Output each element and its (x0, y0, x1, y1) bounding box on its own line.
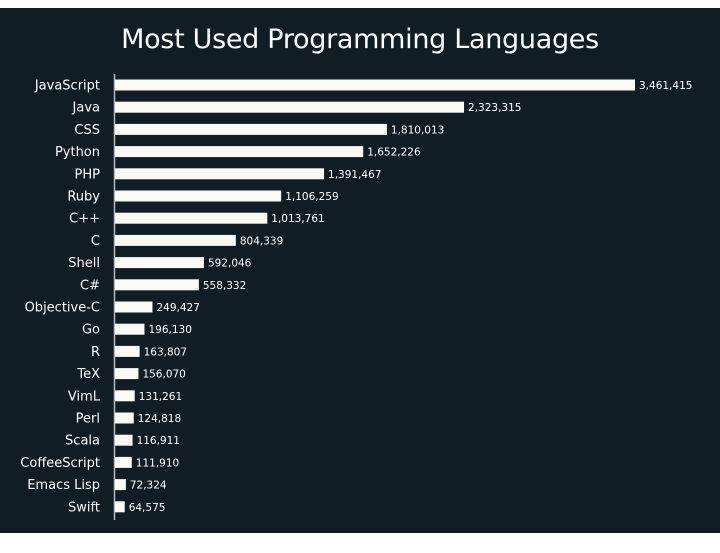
value-label: 196,130 (148, 324, 191, 336)
bar (115, 501, 125, 513)
bar (115, 390, 135, 402)
bar (115, 79, 635, 91)
value-label: 2,323,315 (468, 102, 521, 114)
value-label: 72,324 (130, 480, 167, 492)
value-label: 1,652,226 (367, 147, 421, 159)
bar (115, 123, 387, 135)
bar (115, 345, 140, 357)
value-label: 3,461,415 (639, 80, 692, 92)
value-label: 116,911 (137, 435, 180, 447)
value-label: 111,910 (136, 457, 179, 469)
category-label: Python (55, 145, 100, 160)
category-label: Ruby (67, 190, 100, 205)
bar (115, 434, 133, 446)
category-label: CoffeeScript (20, 456, 100, 471)
bar (115, 456, 132, 468)
bar (115, 257, 204, 269)
category-label: Emacs Lisp (27, 478, 100, 493)
category-label: VimL (68, 389, 101, 404)
category-label: Objective-C (25, 301, 100, 316)
category-label: Shell (68, 256, 100, 271)
category-label: TeX (76, 367, 100, 382)
value-label: 249,427 (156, 302, 199, 314)
value-label: 1,810,013 (391, 124, 444, 136)
value-label: 1,013,761 (271, 213, 324, 225)
value-label: 804,339 (240, 235, 283, 247)
category-label: Swift (68, 500, 100, 515)
category-label: C (91, 234, 100, 249)
category-label: Java (72, 101, 100, 116)
category-label: Scala (65, 434, 100, 449)
bar (115, 279, 199, 291)
category-label: PHP (75, 167, 101, 182)
value-label: 156,070 (142, 369, 185, 381)
value-label: 558,332 (203, 280, 246, 292)
category-label: Go (82, 323, 100, 338)
bar (115, 212, 268, 224)
bar (115, 412, 134, 424)
value-label: 124,818 (138, 413, 181, 425)
bar (115, 146, 364, 158)
value-label: 163,807 (144, 346, 187, 358)
bar (115, 190, 282, 202)
chart-title: Most Used Programming Languages (121, 24, 599, 55)
bar (115, 368, 139, 380)
category-label: Perl (76, 412, 100, 427)
bar (115, 101, 465, 113)
bar (115, 323, 145, 335)
value-label: 1,391,467 (328, 169, 381, 181)
category-label: C++ (69, 212, 100, 227)
bar (115, 168, 325, 180)
category-label: C# (80, 278, 100, 293)
value-label: 131,261 (139, 391, 182, 403)
bar (115, 301, 153, 313)
bars-group: JavaScript 3,461,415 Java 2,323,315 CSS 1,810… (20, 79, 692, 516)
value-label: 64,575 (129, 502, 166, 514)
bar (115, 234, 236, 246)
category-label: JavaScript (34, 79, 100, 94)
category-label: R (91, 345, 100, 360)
category-label: CSS (74, 123, 100, 138)
value-label: 592,046 (208, 258, 252, 270)
value-label: 1,106,259 (285, 191, 338, 203)
bar (115, 479, 126, 491)
